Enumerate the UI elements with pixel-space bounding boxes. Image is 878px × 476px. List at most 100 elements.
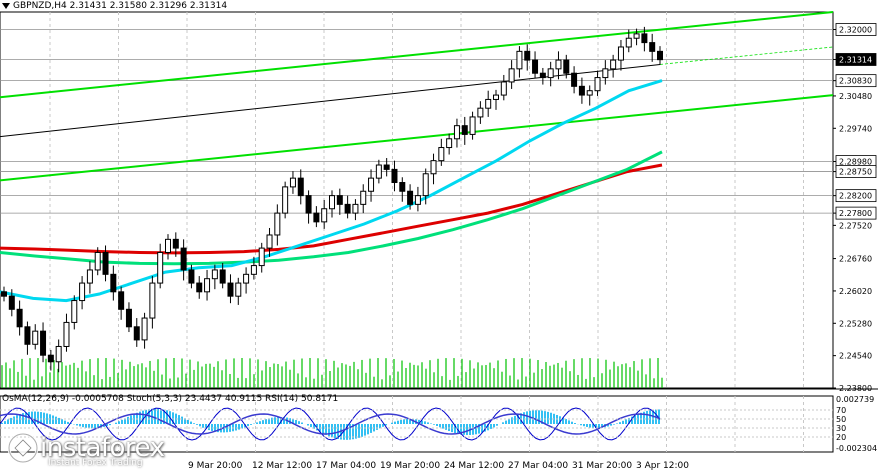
candle-body [274,212,281,236]
candle-body [438,147,445,162]
candle-body [118,291,125,310]
candle-body [235,282,242,297]
candle-body [555,59,562,70]
candle-body [289,177,296,188]
time-tick-label: 12 Mar 12:00 [252,461,312,471]
price-tick-label: 2.30830 [839,77,872,86]
candle-body [79,282,86,302]
candle-body [594,77,601,92]
osma-axis-label-bottom: -0.002304 [836,444,877,453]
watermark-logo: instaforex Instant Forex Trading [6,428,165,468]
candle-body [422,173,429,197]
candle-body [469,116,476,135]
price-tick-label: 2.24540 [839,352,872,361]
instaforex-logo-icon [7,432,39,464]
candle-body [649,42,656,52]
price-tick-label: 2.28980 [839,158,872,167]
ema-red-line [0,163,663,255]
collapse-arrow-icon[interactable] [2,2,10,9]
candle-body [110,273,117,293]
candle-body [250,265,257,275]
candle-body [407,190,414,205]
candle-body [500,81,507,96]
candle-body [461,125,468,135]
candle-body [547,68,554,79]
candle-body [352,203,359,214]
candle-body [297,177,304,197]
candle-body [172,238,179,249]
candle-body [453,125,460,140]
candle-body [40,330,47,356]
candle-body [391,168,398,184]
candle-body [180,247,187,271]
time-tick-label: 19 Mar 20:00 [380,461,440,471]
indicator-header: OsMA(12,26,9) -0.0005708 Stoch(5,3,3) 23… [2,394,339,404]
candle-body [516,50,523,70]
candle-body [94,251,101,271]
time-tick-label: 24 Mar 12:00 [444,461,504,471]
candle-body [204,278,211,293]
candle-body [71,300,78,323]
indicator-level-label: 50 [836,415,846,424]
price-tick-label: 2.26760 [839,255,872,264]
candle-body [399,182,406,192]
channel-upper-line [0,11,834,99]
candle-body [578,85,585,96]
candle-body [485,98,492,109]
candle-body [633,33,640,39]
candle-body [86,269,93,284]
candle-body [63,321,70,347]
indicator-level-label: 20 [836,433,846,442]
candle-body [24,326,31,345]
candle-body [602,68,609,79]
time-tick-label: 17 Mar 04:00 [316,461,376,471]
candle-body [149,282,156,319]
candle-body [133,326,140,341]
indicator-level-label: 30 [836,424,846,433]
candle-body [563,59,570,74]
candle-body [383,164,390,170]
candle-body [360,190,367,205]
candle-body [571,72,578,87]
candle-body [508,68,515,83]
candle-body [227,282,234,297]
price-tick-label: 2.30480 [839,92,872,101]
price-tick-label: 2.27800 [839,209,872,218]
price-tick-label: 2.28200 [839,192,872,201]
candle-body [321,208,328,223]
ema-green-line [0,150,663,266]
candle-body [258,247,265,267]
price-tick-label: 2.31314 [839,55,872,64]
candle-body [141,317,148,341]
candle-body [368,177,375,192]
candle-body [610,59,617,70]
candle-body [211,269,218,280]
rsi-line [0,413,661,435]
candle-body [539,72,546,79]
price-tick-label: 2.25280 [839,319,872,328]
indicator-pane-frame [0,395,834,453]
watermark-brand: instaforex [40,433,165,463]
candle-body [8,295,15,310]
candlesticks [1,26,663,373]
symbol-header-text: GBPNZD,H4 2.31431 2.31580 2.31296 2.3131… [13,1,228,11]
price-axis: 2.32000 2.31314 2.30830 2.30480 2.29740 2.289… [833,23,877,393]
price-tick-label: 2.27520 [839,221,872,230]
candle-body [55,345,62,363]
indicator-level-label: 70 [836,406,846,415]
time-tick-label: 9 Mar 20:00 [188,461,243,471]
channel-lower-line [0,94,834,182]
candle-body [188,269,195,284]
candle-body [47,354,54,363]
candle-body [617,46,624,61]
candle-body [329,195,335,210]
price-tick-label: 2.32000 [839,25,872,34]
stoch-line [0,407,661,441]
candle-body [282,186,289,214]
candle-body [430,160,437,175]
candle-body [196,282,203,293]
time-tick-label: 27 Mar 04:00 [508,461,568,471]
